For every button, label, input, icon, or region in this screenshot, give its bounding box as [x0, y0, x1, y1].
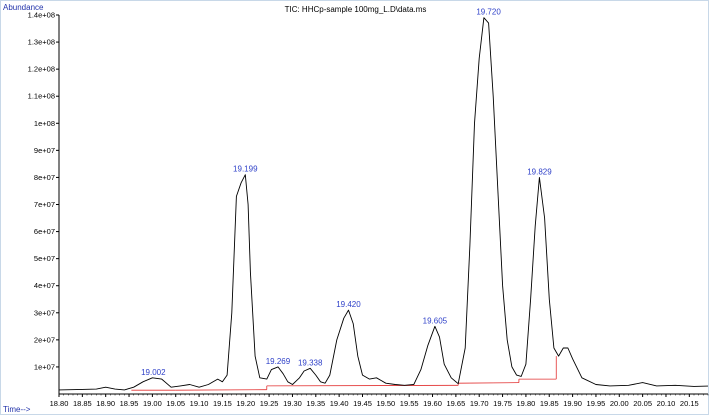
x-tick-label: 20.15: [680, 399, 699, 408]
y-tick-label: 1e+07: [34, 362, 55, 371]
peak-label: 19.829: [527, 167, 552, 176]
peak-label: 19.002: [141, 368, 166, 377]
x-tick-label: 19.25: [260, 399, 279, 408]
x-tick-label: 19.40: [330, 399, 349, 408]
y-tick-label: 7e+07: [34, 200, 55, 209]
y-tick-label: 1.3e+08: [28, 38, 55, 47]
x-tick-label: 19.80: [517, 399, 536, 408]
baseline-segment: [266, 384, 459, 387]
x-tick-label: 19.45: [353, 399, 372, 408]
peak-label: 19.420: [336, 300, 361, 309]
chart-title: TIC: HHCp-sample 100mg_L.D\data.ms: [284, 5, 427, 14]
tic-series-line: [58, 17, 709, 391]
x-tick-label: 20.10: [657, 399, 676, 408]
x-tick-label: 19.50: [376, 399, 395, 408]
y-tick-label: 2e+07: [34, 335, 55, 344]
y-tick-label: 8e+07: [34, 173, 55, 182]
y-tick-label: 1.2e+08: [28, 65, 55, 74]
peak-label: 19.269: [266, 357, 291, 366]
y-tick-label: 4e+07: [34, 281, 55, 290]
y-tick-label: 1.1e+08: [28, 92, 55, 101]
x-tick-label: 19.55: [400, 399, 419, 408]
x-tick-label: 19.15: [213, 399, 232, 408]
x-tick-label: 19.60: [423, 399, 442, 408]
x-tick-label: 19.05: [166, 399, 185, 408]
x-tick-label: 19.10: [190, 399, 209, 408]
x-tick-label: 19.95: [587, 399, 606, 408]
y-tick-label: 1e+08: [34, 119, 55, 128]
y-tick-label: 1.4e+08: [28, 11, 55, 20]
x-tick-label: 20.05: [633, 399, 652, 408]
x-tick-label: 19.70: [470, 399, 489, 408]
peak-label: 19.199: [233, 165, 258, 174]
x-tick-label: 19.90: [563, 399, 582, 408]
baseline-segment: [458, 382, 519, 384]
y-tick-label: 9e+07: [34, 146, 55, 155]
x-tick-label: 19.65: [446, 399, 465, 408]
peak-label: 19.338: [298, 358, 323, 367]
peak-label: 19.605: [423, 316, 448, 325]
x-tick-label: 18.85: [73, 399, 92, 408]
x-axis-label: Time-->: [3, 405, 31, 414]
x-tick-label: 19.30: [283, 399, 302, 408]
x-tick-label: 18.90: [96, 399, 115, 408]
x-tick-label: 19.00: [143, 399, 162, 408]
x-tick-label: 19.20: [236, 399, 255, 408]
x-tick-label: 20.00: [610, 399, 629, 408]
y-axis-label: Abundance: [3, 3, 44, 12]
y-tick-label: 5e+07: [34, 254, 55, 263]
peak-label: 19.720: [476, 8, 501, 17]
x-tick-label: 19.85: [540, 399, 559, 408]
x-tick-label: 19.75: [493, 399, 512, 408]
y-tick-label: 6e+07: [34, 227, 55, 236]
x-tick-label: 19.35: [306, 399, 325, 408]
y-tick-label: 3e+07: [34, 308, 55, 317]
baseline-segment: [175, 389, 267, 391]
x-tick-label: 18.80: [50, 399, 69, 408]
x-tick-label: 18.95: [120, 399, 139, 408]
